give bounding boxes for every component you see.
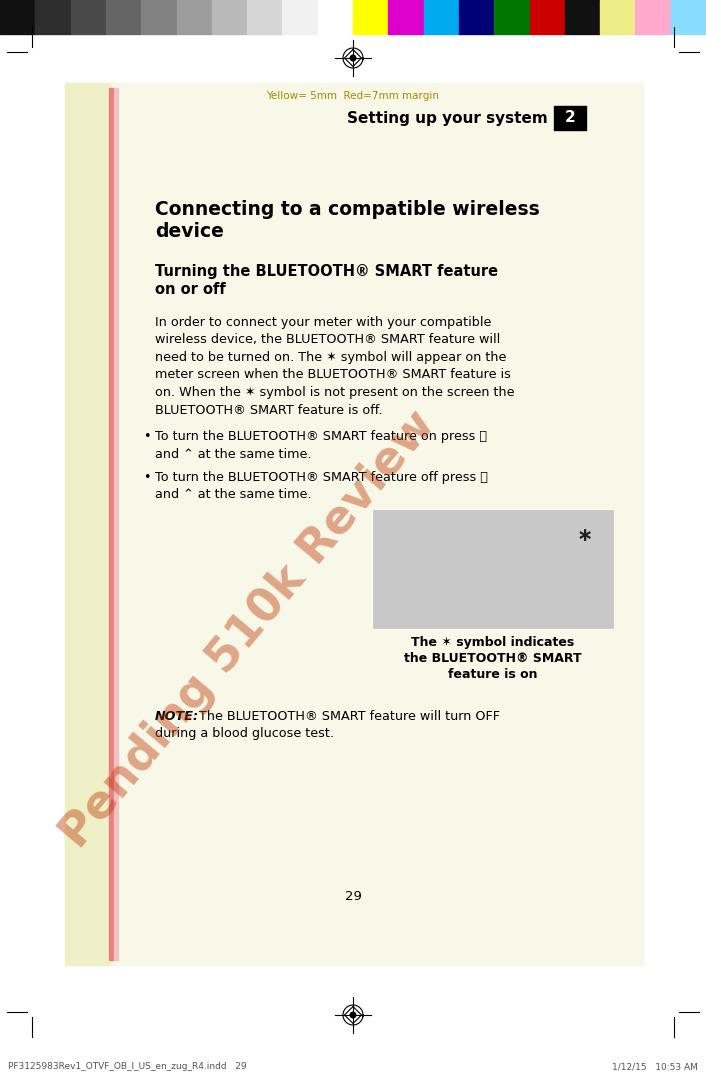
Text: •: • <box>143 471 150 484</box>
Bar <box>114 88 118 960</box>
Text: Yellow= 5mm  Red=7mm margin: Yellow= 5mm Red=7mm margin <box>266 91 440 101</box>
Text: The BLUETOOTH® SMART feature will turn OFF: The BLUETOOTH® SMART feature will turn O… <box>195 710 500 723</box>
Text: Setting up your system: Setting up your system <box>347 111 548 126</box>
Bar <box>530 0 565 34</box>
Bar <box>318 0 353 34</box>
Bar <box>65 83 110 965</box>
Text: feature is on: feature is on <box>448 668 538 680</box>
Text: BLUETOOTH® SMART feature is off.: BLUETOOTH® SMART feature is off. <box>155 403 383 416</box>
Text: 1/12/15   10:53 AM: 1/12/15 10:53 AM <box>612 1062 698 1071</box>
Text: on. When the ✶ symbol is not present on the screen the: on. When the ✶ symbol is not present on … <box>155 386 515 399</box>
Text: 2: 2 <box>565 111 575 126</box>
Bar <box>373 510 613 628</box>
Bar <box>554 106 586 130</box>
Bar <box>459 0 494 34</box>
Text: meter screen when the BLUETOOTH® SMART feature is: meter screen when the BLUETOOTH® SMART f… <box>155 369 511 382</box>
Text: ∗: ∗ <box>577 526 593 545</box>
Bar <box>565 0 600 34</box>
Bar <box>35 0 71 34</box>
Text: the BLUETOOTH® SMART: the BLUETOOTH® SMART <box>405 653 582 665</box>
Text: need to be turned on. The ✶ symbol will appear on the: need to be turned on. The ✶ symbol will … <box>155 352 506 364</box>
Text: wireless device, the BLUETOOTH® SMART feature will: wireless device, the BLUETOOTH® SMART fe… <box>155 333 501 346</box>
Text: To turn the BLUETOOTH® SMART feature on press ⒫: To turn the BLUETOOTH® SMART feature on … <box>155 430 487 443</box>
Text: and ⌃ at the same time.: and ⌃ at the same time. <box>155 447 311 460</box>
Text: To turn the BLUETOOTH® SMART feature off press ⒫: To turn the BLUETOOTH® SMART feature off… <box>155 471 488 484</box>
Bar <box>671 0 706 34</box>
Text: NOTE:: NOTE: <box>155 710 199 723</box>
Bar <box>424 0 459 34</box>
Bar <box>65 83 643 965</box>
Text: Connecting to a compatible wireless: Connecting to a compatible wireless <box>155 200 540 219</box>
Bar <box>71 0 106 34</box>
Circle shape <box>350 55 356 61</box>
Text: In order to connect your meter with your compatible: In order to connect your meter with your… <box>155 316 491 329</box>
Bar <box>141 0 176 34</box>
Bar <box>600 0 635 34</box>
Text: on or off: on or off <box>155 282 226 297</box>
Text: and ⌃ at the same time.: and ⌃ at the same time. <box>155 488 311 502</box>
Bar <box>109 88 114 960</box>
Bar <box>494 0 530 34</box>
Bar <box>353 0 388 34</box>
Text: Pending 510k Review: Pending 510k Review <box>52 403 444 858</box>
Bar <box>106 0 141 34</box>
Text: The ✶ symbol indicates: The ✶ symbol indicates <box>412 636 575 649</box>
Text: 29: 29 <box>345 890 361 903</box>
Bar <box>0 0 35 34</box>
Bar <box>282 0 318 34</box>
Text: PF3125983Rev1_OTVF_OB_I_US_en_zug_R4.indd   29: PF3125983Rev1_OTVF_OB_I_US_en_zug_R4.ind… <box>8 1062 246 1071</box>
Circle shape <box>350 1013 356 1018</box>
Bar <box>212 0 247 34</box>
Bar <box>176 0 212 34</box>
Text: during a blood glucose test.: during a blood glucose test. <box>155 728 334 741</box>
Text: •: • <box>143 430 150 443</box>
Bar <box>247 0 282 34</box>
Text: Turning the BLUETOOTH® SMART feature: Turning the BLUETOOTH® SMART feature <box>155 264 498 280</box>
Bar <box>635 0 671 34</box>
Text: device: device <box>155 223 224 241</box>
Bar <box>388 0 424 34</box>
